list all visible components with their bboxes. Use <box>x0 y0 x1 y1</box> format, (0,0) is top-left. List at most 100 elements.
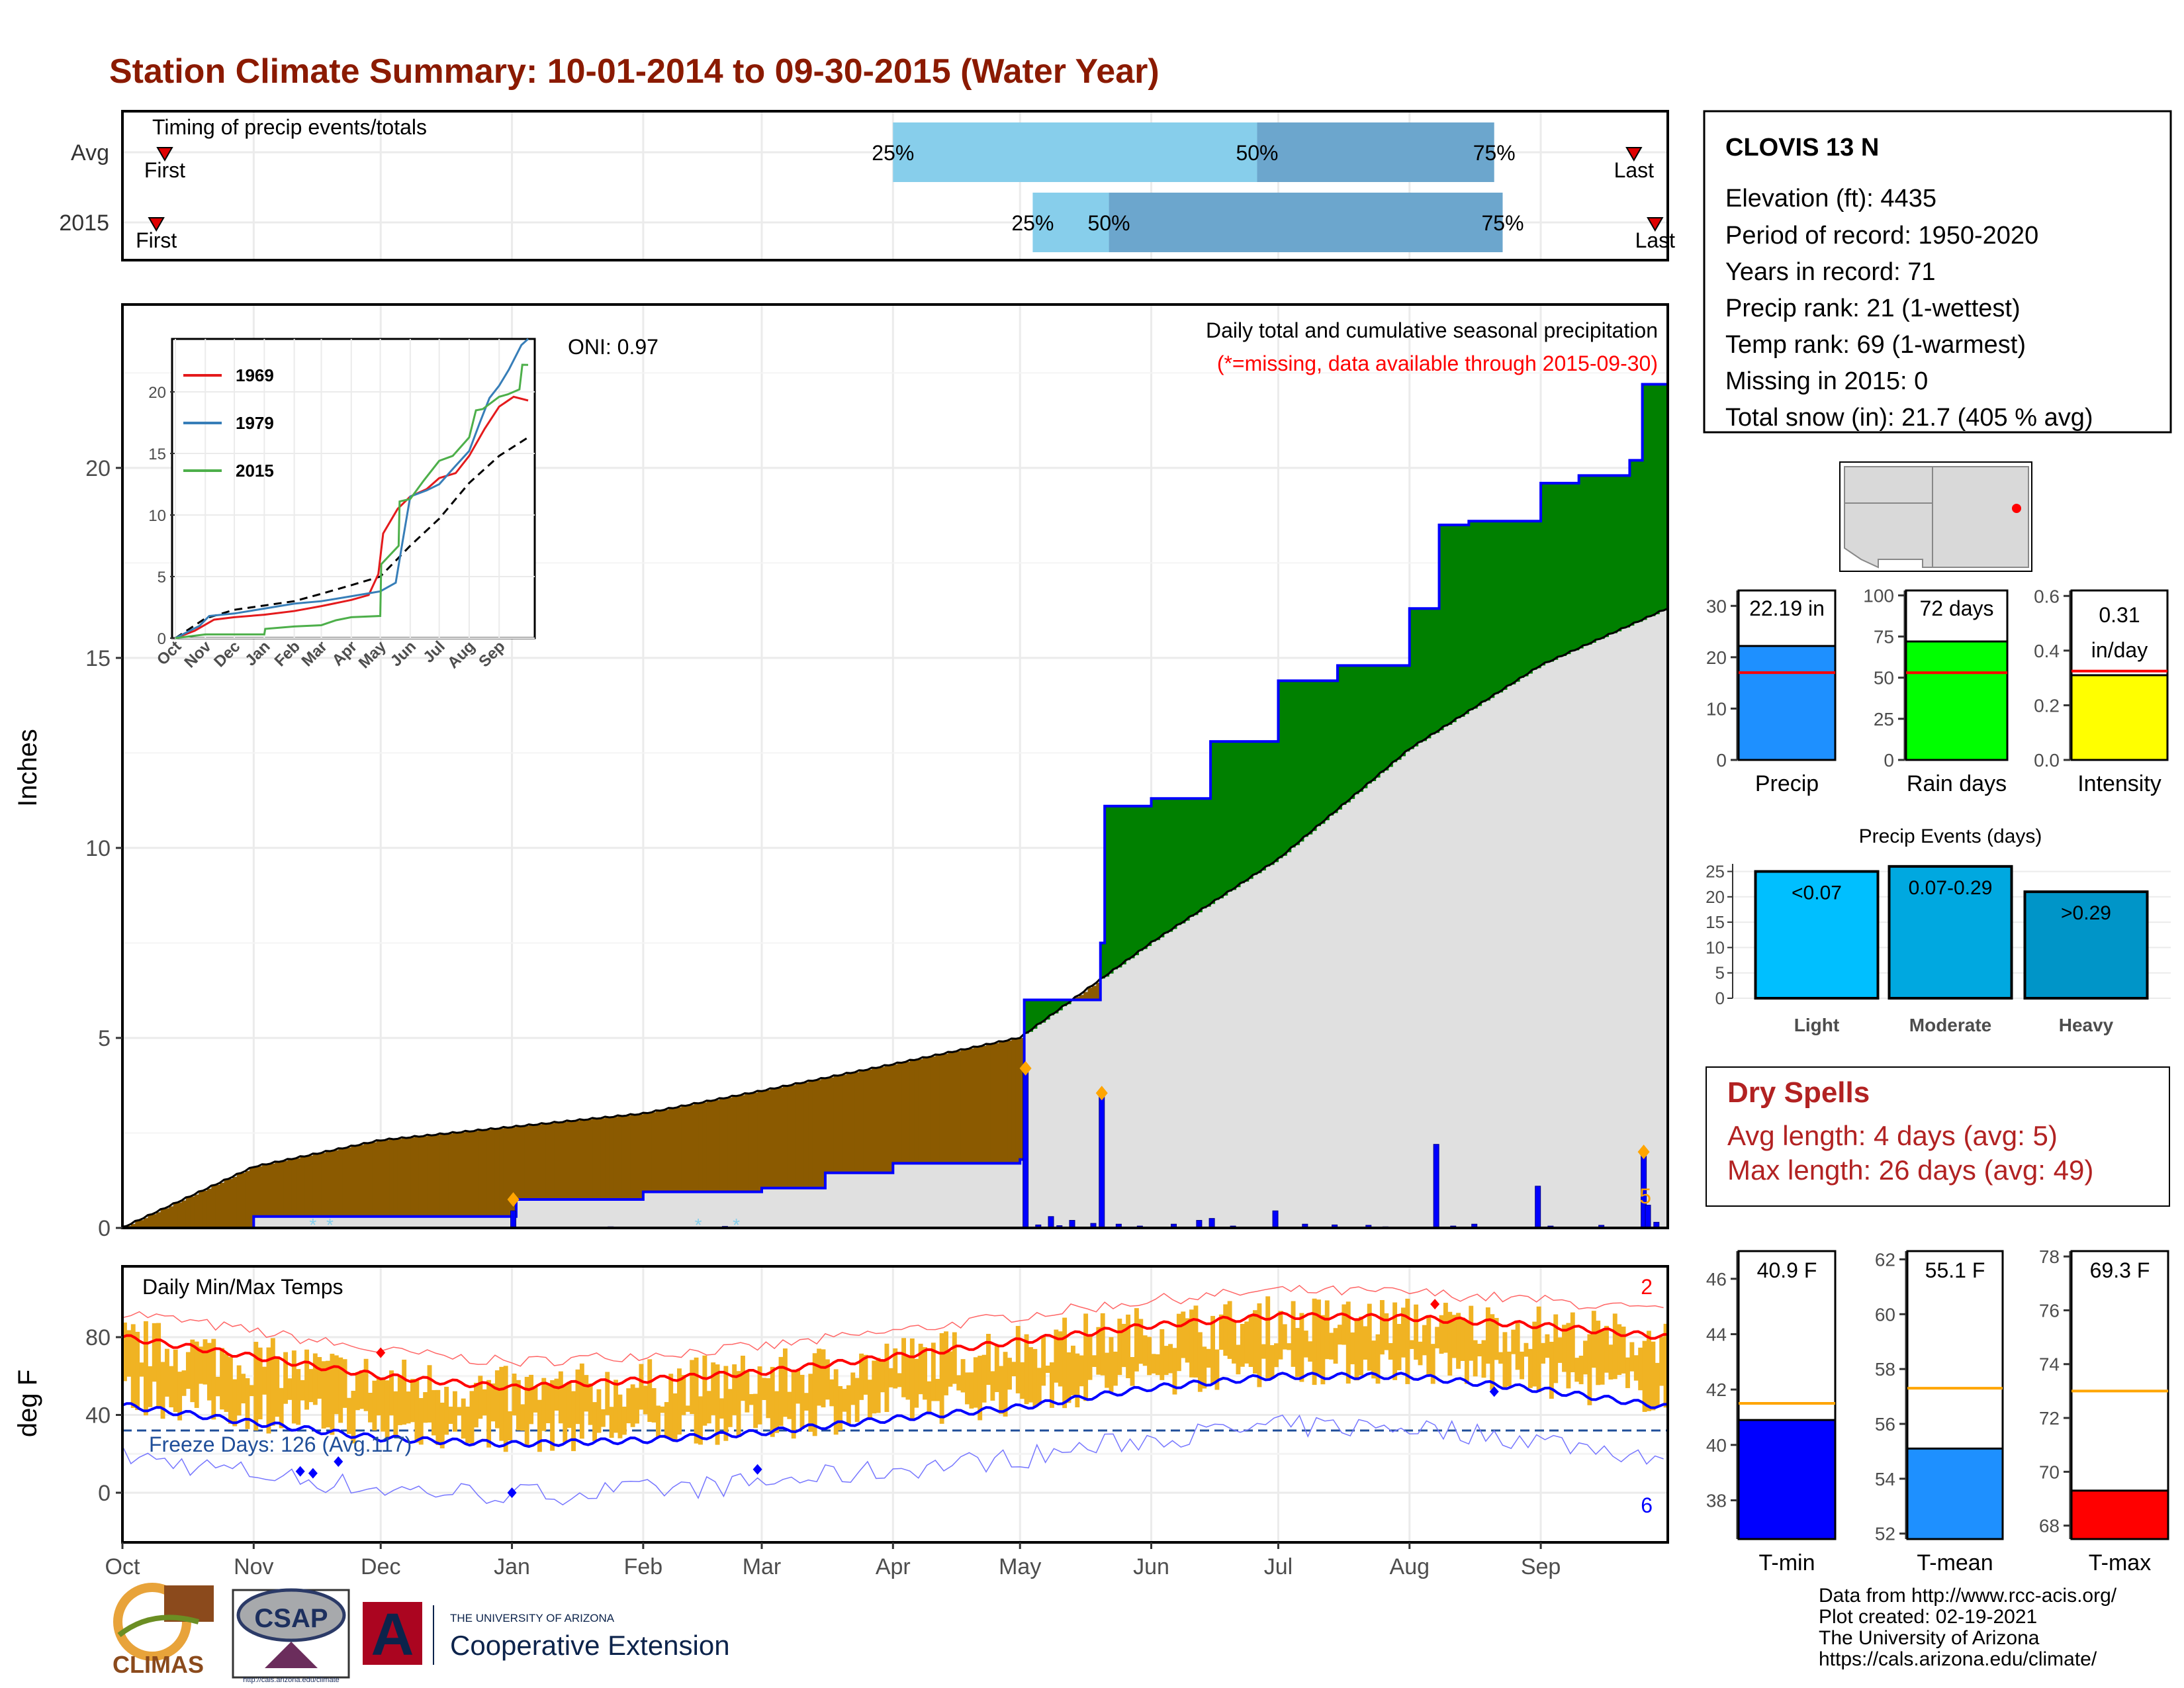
daily-temp-range-bar <box>1338 1325 1342 1345</box>
daily-temp-range-bar <box>1591 1311 1596 1368</box>
precip-events-chart: Precip Events (days) 0 5 10 15 20 25 <0.07 Ligh… <box>1706 825 2171 1035</box>
daily-temp-range-bar <box>1206 1348 1211 1368</box>
above-average-fill <box>1163 798 1169 934</box>
temp-series <box>122 1284 1668 1506</box>
daily-temp-range-bar <box>787 1391 792 1419</box>
mini-bar-value-label: 22.19 in <box>1749 596 1825 620</box>
daily-temp-range-bar <box>334 1355 339 1415</box>
below-average-fill <box>901 1062 907 1164</box>
temp-bar-ytick-label: 68 <box>2039 1516 2060 1536</box>
below-average-fill <box>494 1129 500 1217</box>
below-average-fill <box>567 1120 572 1199</box>
daily-temp-range-bar <box>1574 1358 1580 1382</box>
daily-temp-range-bar <box>774 1391 780 1433</box>
daily-temp-range-bar <box>1130 1356 1135 1386</box>
daily-temp-range-bar <box>905 1355 911 1400</box>
daily-temp-range-bar <box>1629 1342 1635 1372</box>
daily-temp-range-bar <box>825 1359 830 1400</box>
inset-line-1979 <box>175 338 529 639</box>
daily-temp-range-bar <box>1138 1319 1144 1364</box>
daily-temp-range-bar <box>1625 1357 1630 1388</box>
daily-temp-range-bar <box>592 1402 597 1442</box>
above-average-fill <box>1342 665 1347 805</box>
daily-temp-range-bar <box>266 1347 271 1434</box>
below-average-fill <box>791 1085 796 1188</box>
daily-temp-range-bar <box>660 1406 665 1413</box>
daily-temp-range-bar <box>1291 1301 1296 1367</box>
daily-temp-range-bar <box>711 1362 716 1415</box>
daily-temp-range-bar <box>414 1379 420 1443</box>
below-average-fill <box>668 1107 674 1192</box>
snow-asterisk-icon: * <box>309 1215 316 1235</box>
below-average-fill <box>465 1131 471 1217</box>
daily-temp-range-bar <box>782 1348 788 1417</box>
below-average-fill <box>533 1125 538 1199</box>
above-average-fill <box>1396 665 1402 760</box>
daily-temp-range-bar <box>1494 1317 1499 1360</box>
above-average-fill <box>1113 806 1118 970</box>
below-average-fill <box>308 1155 314 1217</box>
inset-line-2015 <box>175 363 529 639</box>
below-average-fill <box>867 1069 872 1173</box>
below-average-fill <box>181 1200 187 1228</box>
below-average-fill <box>410 1137 416 1217</box>
daily-temp-range-bar <box>808 1374 813 1432</box>
daily-temp-range-bar <box>351 1391 356 1444</box>
below-average-fill <box>351 1145 356 1217</box>
events-category-label: Heavy <box>2059 1015 2114 1035</box>
below-average-fill <box>435 1135 441 1217</box>
above-average-fill <box>1608 475 1614 634</box>
month-tick-label: Sep <box>1521 1554 1561 1579</box>
daily-temp-range-bar <box>639 1364 644 1410</box>
daily-temp-range-bar <box>1405 1298 1410 1384</box>
events-bar-range-label: 0.07-0.29 <box>1909 877 1993 899</box>
below-average-fill <box>944 1054 949 1164</box>
snow-asterisk-icon: * <box>733 1215 740 1235</box>
above-average-fill <box>1308 680 1313 835</box>
daily-temp-range-bar <box>1363 1326 1368 1360</box>
below-average-fill <box>385 1140 390 1217</box>
daily-temp-range-bar <box>1113 1351 1118 1386</box>
inset-xtick-label: Apr <box>329 637 361 669</box>
daily-temp-range-bar <box>600 1409 606 1427</box>
daily-temp-range-bar <box>1070 1345 1075 1395</box>
daily-temp-range-bar <box>702 1355 707 1426</box>
record-low-marker-icon <box>507 1487 517 1498</box>
precip-y-axis-label: Inches <box>13 729 42 807</box>
daily-temp-range-bar <box>757 1366 762 1425</box>
above-average-fill <box>1485 521 1490 701</box>
daily-temp-range-bar <box>1295 1328 1300 1378</box>
below-average-fill <box>778 1088 784 1188</box>
above-average-fill <box>1282 680 1287 856</box>
daily-temp-range-bar <box>423 1392 428 1423</box>
below-average-fill <box>473 1131 478 1217</box>
above-average-fill <box>1303 680 1308 837</box>
credit-url: https://cals.arizona.edu/climate/ <box>1819 1648 2097 1670</box>
mini-bar-ytick-label: 25 <box>1874 709 1894 729</box>
daily-temp-range-bar <box>1532 1321 1537 1387</box>
daily-temp-range-bar <box>520 1404 525 1431</box>
daily-temp-range-bar <box>579 1363 584 1439</box>
events-ytick-label: 20 <box>1706 887 1725 907</box>
daily-temp-range-bar <box>1612 1313 1617 1380</box>
above-average-fill <box>1100 943 1105 979</box>
daily-temp-range-bar <box>432 1389 436 1436</box>
daily-temp-range-bar <box>1083 1313 1089 1401</box>
daily-temp-range-bar <box>139 1362 144 1377</box>
daily-precip-bar <box>1099 1092 1105 1229</box>
above-average-fill <box>1557 483 1563 657</box>
daily-temp-range-bar <box>503 1366 508 1452</box>
below-average-fill <box>782 1086 788 1188</box>
daily-temp-range-bar <box>796 1370 801 1404</box>
above-average-fill <box>1464 524 1469 714</box>
daily-temp-range-bar <box>867 1380 872 1420</box>
inset-ytick-label: 15 <box>148 445 166 463</box>
daily-temp-range-bar <box>918 1343 923 1395</box>
above-average-fill <box>1659 384 1664 612</box>
above-average-fill <box>1227 741 1232 892</box>
daily-temp-range-bar <box>677 1368 682 1435</box>
daily-temp-range-bar <box>901 1338 906 1397</box>
temp-bar-ytick-label: 44 <box>1706 1324 1727 1344</box>
daily-temp-range-bar <box>1244 1321 1250 1364</box>
above-average-fill <box>1032 1000 1038 1029</box>
